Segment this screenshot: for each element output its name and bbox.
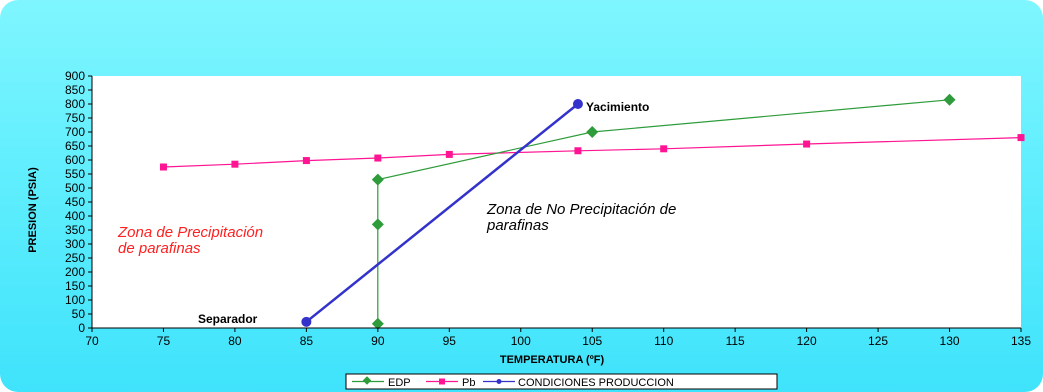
x-tick-label: 125: [868, 334, 888, 348]
x-tick-label: 90: [371, 334, 385, 348]
x-tick-label: 110: [654, 334, 673, 348]
data-point-pb: [231, 160, 239, 168]
y-tick-label: 250: [65, 251, 85, 265]
y-tick-label: 650: [65, 139, 85, 153]
legend-marker-condiciones: [496, 379, 502, 384]
annotation-zona-precipitacion-2: de parafinas: [118, 240, 201, 257]
legend: EDP Pb CONDICIONES PRODUCCION: [345, 373, 778, 390]
y-tick-label: 50: [72, 307, 86, 321]
data-point-pb: [159, 163, 167, 171]
legend-marker-edp: [362, 376, 372, 385]
data-point-edp: [371, 218, 384, 231]
x-tick-label: 120: [797, 334, 817, 348]
annotation-zona-no-precipitacion-1: Zona de No Precipitación de: [486, 201, 676, 218]
y-tick-label: 500: [65, 181, 85, 195]
y-tick-label: 200: [65, 265, 85, 279]
data-point-edp: [586, 126, 599, 138]
x-tick-label: 135: [1011, 334, 1031, 348]
x-tick-label: 115: [726, 334, 745, 348]
annotation-zona-no-precipitacion-2: parafinas: [486, 217, 549, 234]
data-point-condiciones-produccion: [301, 316, 312, 327]
legend-box: [345, 373, 778, 390]
legend-label-edp: EDP: [388, 377, 411, 389]
y-tick-label: 400: [65, 209, 85, 223]
y-tick-label: 800: [65, 97, 85, 111]
y-tick-label: 550: [65, 167, 85, 181]
data-point-edp: [943, 93, 956, 106]
y-tick-label: 450: [65, 195, 85, 209]
x-axis-label: TEMPERATURA (ºF): [500, 354, 605, 366]
y-tick-label: 150: [65, 279, 85, 293]
plot-area: [92, 76, 1021, 328]
y-tick-label: 600: [65, 153, 85, 167]
x-tick-label: 100: [511, 334, 531, 348]
x-tick-label: 95: [443, 334, 457, 348]
tick-layer: 0501001502002503003504004505005506006507…: [65, 69, 1031, 348]
x-tick-label: 85: [300, 334, 314, 348]
y-tick-label: 0: [78, 321, 85, 335]
annotation-zona-precipitacion-1: Zona de Precipitación: [117, 224, 263, 241]
annotation-yacimiento: Yacimiento: [586, 100, 649, 114]
annotation-layer: Yacimiento Separador Zona de Precipitaci…: [117, 100, 676, 326]
y-tick-label: 750: [65, 111, 85, 125]
y-tick-label: 350: [65, 223, 85, 237]
data-point-pb: [445, 150, 453, 158]
annotation-separador: Separador: [198, 312, 258, 326]
data-point-pb: [374, 154, 382, 162]
x-tick-label: 75: [157, 334, 171, 348]
data-point-pb: [660, 145, 668, 153]
data-point-edp: [371, 317, 384, 330]
series-layer: [159, 93, 1025, 330]
x-tick-label: 80: [228, 334, 242, 348]
legend-marker-pb: [439, 378, 445, 385]
data-point-condiciones-produccion: [572, 99, 583, 109]
data-point-pb: [574, 147, 582, 155]
y-tick-label: 700: [65, 125, 85, 139]
data-point-pb: [1017, 134, 1025, 142]
x-tick-label: 130: [940, 334, 960, 348]
y-tick-label: 850: [65, 83, 85, 97]
series-line-condiciones-produccion: [305, 103, 579, 323]
x-tick-label: 70: [85, 334, 99, 348]
y-axis-label: PRESION (PSIA): [27, 167, 39, 253]
legend-label-condiciones: CONDICIONES PRODUCCION: [518, 377, 674, 389]
x-tick-label: 105: [582, 334, 602, 348]
data-point-pb: [803, 140, 811, 148]
data-point-pb: [302, 157, 310, 165]
data-point-edp: [371, 173, 384, 186]
y-tick-label: 300: [65, 237, 85, 251]
y-tick-label: 100: [65, 293, 85, 307]
legend-label-pb: Pb: [462, 377, 475, 389]
y-tick-label: 900: [65, 69, 85, 83]
